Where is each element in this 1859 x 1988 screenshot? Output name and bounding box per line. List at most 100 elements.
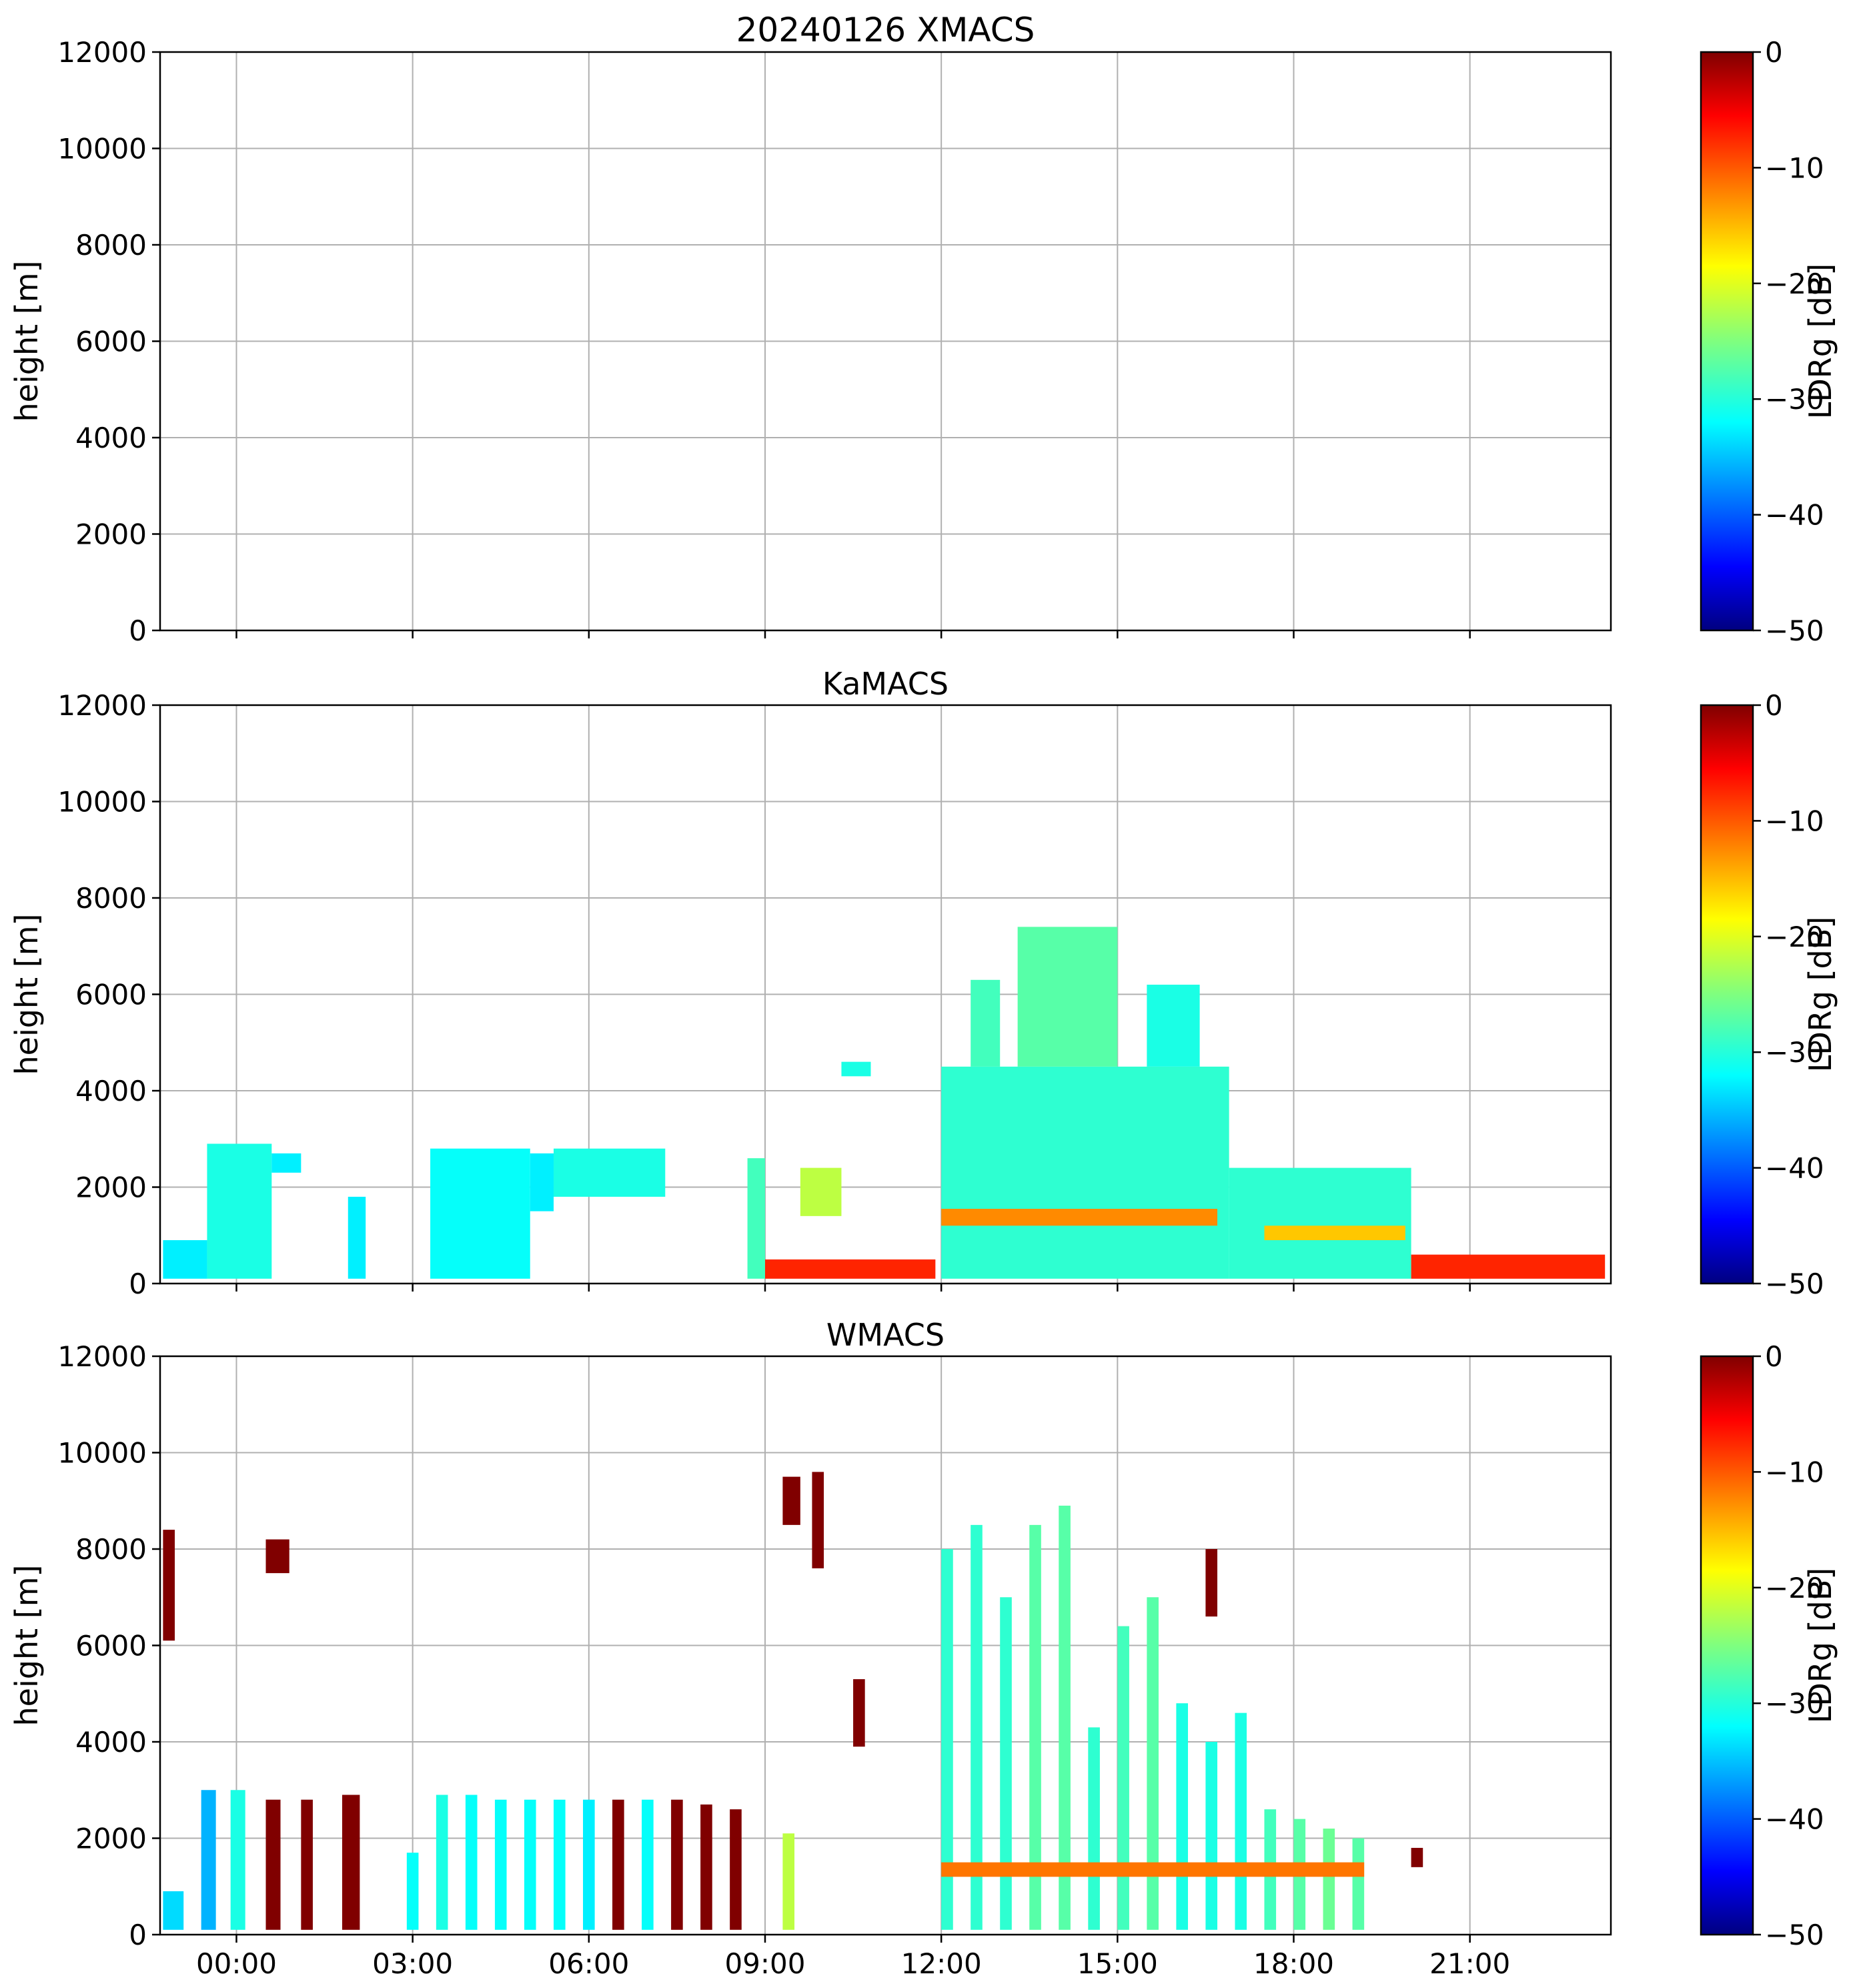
y-tick-label: 10000: [57, 786, 147, 819]
heatmap-cell: [207, 1143, 272, 1279]
colorbar-tick-label: 0: [1765, 36, 1783, 69]
heatmap-cell: [853, 1679, 865, 1747]
heatmap-cell: [436, 1795, 448, 1930]
heatmap-cell: [583, 1799, 595, 1930]
y-tick-label: 4000: [75, 1726, 147, 1759]
y-tick-label: 4000: [75, 1075, 147, 1107]
heatmap-cell: [642, 1799, 654, 1930]
heatmap-cell: [524, 1799, 536, 1930]
y-tick-label: 4000: [75, 422, 147, 454]
heatmap-cell: [747, 1158, 765, 1279]
heatmap-cell: [671, 1799, 683, 1930]
panel-title: WMACS: [826, 1317, 945, 1353]
heatmap-cell: [230, 1790, 245, 1930]
heatmap-cell: [265, 1799, 281, 1930]
panels-layer: 0 2000 4000 6000 8000 10000 12000 20240126 XMAC…: [9, 11, 1838, 1980]
colorbar-tick-label: −20: [1765, 1572, 1824, 1604]
heatmap-cell: [971, 1524, 983, 1930]
heatmap-cell: [163, 1530, 175, 1641]
heatmap-cell: [730, 1809, 742, 1930]
y-tick-label: 2000: [75, 518, 147, 551]
x-tick-label: 00:00: [196, 1947, 277, 1980]
panel-wmacs: 0 2000 4000 6000 8000 10000 12000 00:00 03:00 06:…: [9, 1317, 1838, 1980]
heatmap-cell: [1352, 1838, 1365, 1930]
colorbar-tick-label: −50: [1765, 1268, 1824, 1300]
panel-title: 20240126 XMACS: [736, 11, 1035, 49]
colorbar: 0 −10 −20 −30 −40 −50 LDRg [dB]: [1700, 36, 1838, 647]
heatmap-cell: [494, 1799, 507, 1930]
heatmap-cell: [1411, 1254, 1606, 1279]
x-tick-label: 06:00: [548, 1947, 629, 1980]
y-tick-label: 2000: [75, 1823, 147, 1855]
heatmap-cell: [700, 1804, 712, 1930]
colorbar-gradient: [1700, 51, 1754, 632]
heatmap-cell: [465, 1795, 478, 1930]
y-tick-label: 10000: [57, 1437, 147, 1470]
y-tick-label: 2000: [75, 1171, 147, 1204]
heatmap-cell: [265, 1539, 289, 1574]
colorbar-tick-label: −20: [1765, 921, 1824, 953]
y-tick-label: 10000: [57, 133, 147, 165]
heatmap-cell: [1264, 1225, 1405, 1240]
heatmap-cell: [553, 1799, 566, 1930]
heatmap-cell: [430, 1148, 530, 1279]
colorbar-tick-label: −30: [1765, 383, 1824, 416]
y-tick-label: 0: [129, 614, 147, 647]
heatmap-cell: [612, 1799, 624, 1930]
heatmap-cell: [1235, 1712, 1247, 1930]
panel-xmacs: 0 2000 4000 6000 8000 10000 12000 20240126 XMAC…: [9, 11, 1838, 647]
colorbar-tick-label: 0: [1765, 1340, 1783, 1373]
y-axis-label: height [m]: [9, 261, 45, 422]
colorbar-tick-label: −40: [1765, 1803, 1824, 1836]
colorbar: 0 −10 −20 −30 −40 −50 LDRg [dB]: [1700, 1340, 1838, 1951]
colorbar-tick-label: −10: [1765, 151, 1824, 184]
heatmap-cell: [406, 1853, 419, 1930]
colorbar-tick-label: −40: [1765, 1152, 1824, 1185]
y-axis-label: height [m]: [9, 1565, 45, 1726]
x-tick-label: 15:00: [1077, 1947, 1158, 1980]
heatmap-cell: [941, 1066, 1229, 1279]
heatmap-cell: [342, 1795, 360, 1930]
heatmap-cell: [1205, 1549, 1218, 1617]
y-axis-label: height [m]: [9, 914, 45, 1075]
colorbar-label: LDRg [dB]: [1802, 264, 1838, 419]
y-tick-label: 8000: [75, 229, 147, 262]
heatmap-cell: [941, 1549, 953, 1930]
colorbar-label: LDRg [dB]: [1802, 917, 1838, 1072]
heatmap-cell: [812, 1472, 824, 1568]
y-tick-label: 0: [129, 1919, 147, 1951]
heatmap-cell: [1147, 1597, 1159, 1930]
heatmap-cell: [1411, 1847, 1423, 1867]
heatmap-cell: [782, 1833, 795, 1930]
heatmap-cell: [971, 979, 1001, 1067]
heatmap-cell: [1088, 1727, 1100, 1930]
x-tick-label: 18:00: [1253, 1947, 1334, 1980]
colorbar-tick-label: −30: [1765, 1036, 1824, 1069]
colorbar-label: LDRg [dB]: [1802, 1568, 1838, 1723]
panel-kamacs: 0 2000 4000 6000 8000 10000 12000 KaMACS height …: [9, 666, 1838, 1300]
heatmap-cell: [1229, 1167, 1411, 1279]
heatmap-cell: [800, 1167, 842, 1216]
colorbar: 0 −10 −20 −30 −40 −50 LDRg [dB]: [1700, 689, 1838, 1300]
x-tick-label: 12:00: [901, 1947, 982, 1980]
heatmap-cell: [1205, 1742, 1218, 1930]
colorbar-tick-label: −10: [1765, 1456, 1824, 1488]
heatmap-cell: [553, 1148, 666, 1197]
heatmap-cell: [271, 1153, 301, 1173]
x-tick-label: 21:00: [1429, 1947, 1510, 1980]
heatmap-cell: [782, 1476, 800, 1525]
heatmap-cell: [941, 1862, 1365, 1877]
heatmap-cell: [530, 1153, 554, 1211]
y-tick-label: 6000: [75, 326, 147, 358]
heatmap-cell: [1029, 1524, 1041, 1930]
heatmap-cell: [841, 1061, 871, 1077]
colorbar-tick-label: 0: [1765, 689, 1783, 722]
heatmap-cell: [163, 1239, 207, 1279]
heatmap-cell: [301, 1799, 313, 1930]
colorbar-gradient: [1700, 1355, 1754, 1936]
heatmap-cell: [1017, 927, 1118, 1067]
x-tick-label: 03:00: [372, 1947, 453, 1980]
y-tick-label: 0: [129, 1268, 147, 1300]
heatmap-cell: [163, 1891, 184, 1930]
